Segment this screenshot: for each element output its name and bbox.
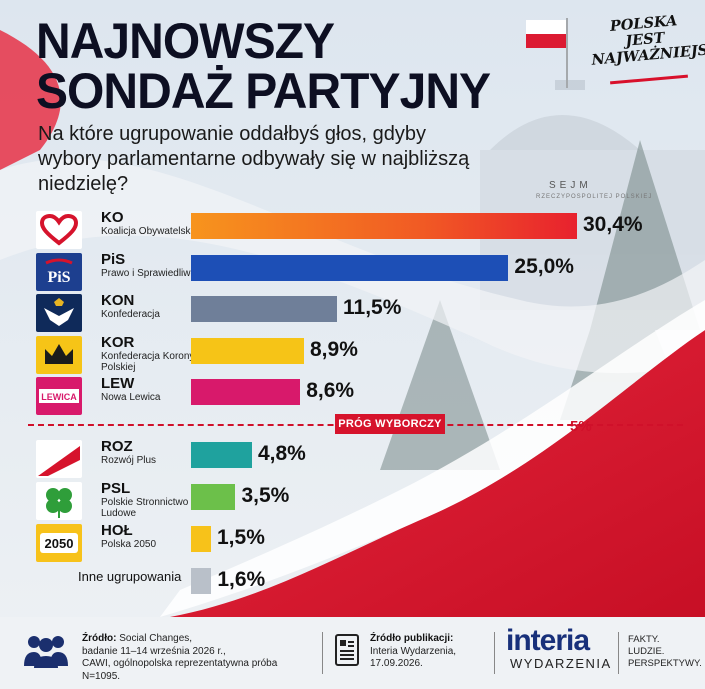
bar [191, 442, 252, 468]
threshold-label: PRÓG WYBORCZY [335, 414, 445, 434]
slogan: POLSKA JEST NAJWAŻNIEJSZA [588, 11, 705, 69]
bar [191, 484, 236, 510]
eagle-logo [36, 294, 82, 332]
rozwoj-logo [36, 440, 82, 478]
clover-logo [36, 482, 82, 520]
sejm-subinscription: RZECZYPOSPOLITEJ POLSKIEJ [536, 194, 653, 200]
bar [191, 338, 304, 364]
party-fullname: Konfederacja Korony Polskiej [101, 351, 195, 373]
title-line-2: SONDAŻ PARTYJNY [36, 63, 491, 119]
footer-divider-3 [618, 632, 619, 674]
bar [191, 296, 338, 322]
party-fullname: Polskie Stronnictwo Ludowe [101, 497, 189, 519]
party-abbr: KOR [101, 334, 135, 351]
title-line-1: NAJNOWSZY [36, 13, 335, 69]
pis-logo: PiS [36, 253, 82, 291]
polska2050-logo: 2050 [36, 524, 82, 562]
pub-line-1: Interia Wydarzenia, [370, 645, 457, 657]
party-abbr: HOŁ [101, 522, 133, 539]
svg-text:PiS: PiS [47, 269, 70, 286]
interia-logo: interia [506, 624, 590, 657]
data-label: 8,9% [310, 338, 358, 361]
party-fullname: Koalicja Obywatelska [101, 226, 197, 237]
bar [191, 213, 577, 239]
source-line-3: CAWI, ogólnopolska reprezentatywna próba… [82, 658, 278, 682]
party-abbr: ROZ [101, 438, 133, 455]
data-label: 4,8% [257, 442, 306, 465]
source-line-1: Social Changes, [119, 633, 193, 644]
svg-text:LEWICA: LEWICA [41, 392, 77, 402]
party-abbr: LEW [101, 375, 135, 392]
party-fullname: Nowa Lewica [101, 392, 161, 403]
people-icon [24, 636, 68, 668]
data-label: 1,5% [217, 526, 265, 549]
party-fullname: Prawo i Sprawiedliwość [101, 268, 207, 279]
data-label: 30,4% [583, 213, 643, 236]
party-abbr: KON [101, 292, 135, 309]
footer-publication: Źródło publikacji: Interia Wydarzenia, 1… [370, 633, 500, 671]
bar [191, 568, 212, 594]
data-label: 25,0% [514, 255, 574, 278]
party-fullname: Polska 2050 [101, 539, 157, 550]
tagline-1: FAKTY. [628, 634, 660, 645]
party-abbr: PSL [101, 480, 131, 497]
bar [191, 526, 211, 552]
crown-logo [36, 336, 82, 374]
tagline-2: LUDZIE. [628, 646, 665, 657]
pub-line-2: 17.09.2026. [370, 658, 423, 669]
pub-title: Źródło publikacji: [370, 633, 454, 644]
source-title: Źródło: [82, 633, 117, 644]
footer [0, 617, 705, 689]
data-label: 11,5% [343, 296, 402, 319]
footer-divider [322, 632, 323, 674]
party-fullname: Rozwój Plus [101, 455, 157, 466]
threshold-value: 5% [570, 418, 592, 435]
tagline: FAKTY. LUDZIE. PERSPEKTYWY. [628, 634, 702, 670]
bar [191, 255, 509, 281]
party-fullname: Konfederacja [101, 309, 160, 320]
footer-source: Źródło: Social Changes, badanie 11–14 wr… [82, 633, 312, 683]
tagline-3: PERSPEKTYWY. [628, 658, 702, 669]
data-label: 3,5% [241, 484, 290, 507]
svg-text:2050: 2050 [45, 536, 74, 551]
page-title: NAJNOWSZY SONDAŻ PARTYJNY [36, 13, 491, 119]
footer-divider-2 [494, 632, 495, 674]
party-abbr: PiS [101, 251, 126, 268]
party-abbr: KO [101, 209, 124, 226]
heart-logo [36, 211, 82, 249]
interia-logo-subtitle: WYDARZENIA [510, 656, 612, 671]
document-icon [335, 634, 359, 666]
data-label: 1,6% [217, 568, 266, 591]
survey-question: Na które ugrupowanie oddałbyś głos, gdyb… [38, 123, 470, 195]
source-line-2: badanie 11–14 września 2026 r., [82, 645, 226, 657]
other-parties-label: Inne ugrupowania [78, 569, 182, 584]
lewica-logo: LEWICA [36, 377, 82, 415]
data-label: 8,6% [306, 379, 355, 402]
sejm-inscription: SEJM [549, 180, 592, 191]
bar [191, 379, 301, 405]
